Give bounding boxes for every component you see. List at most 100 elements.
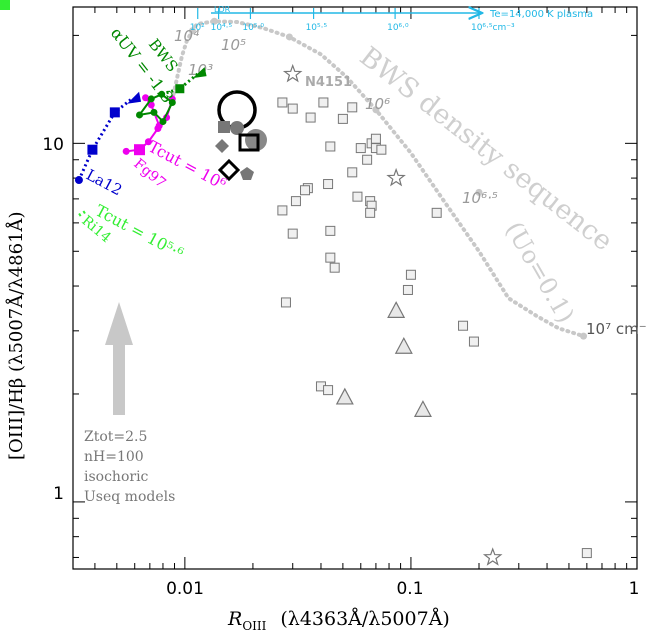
n4151-label: N4151 [305, 75, 352, 90]
density-label-1e6.5: 10⁶·⁵ [462, 189, 498, 207]
grey-square-point [305, 112, 316, 123]
grey-square-point [431, 207, 442, 218]
green-model-endpoint [192, 67, 207, 79]
grey-square-point [458, 320, 469, 331]
grey-square-point [362, 154, 373, 165]
blue-model-point [74, 176, 83, 185]
grey-square-point [287, 103, 298, 114]
x-axis-label: ROIII (λ4363Å/λ5007Å) [227, 608, 450, 633]
black-open-diamond-marker [217, 158, 241, 182]
grey-square-point [325, 225, 336, 236]
grey-square-point [347, 102, 358, 113]
blue-model-point [109, 107, 120, 118]
green-model-point [147, 95, 155, 103]
plasma-label: Te=14,000 K plasma [489, 9, 593, 20]
y-axis-label: [OIII]/Hβ (λ5007Å/λ4861Å) [5, 211, 27, 460]
grey-square-point [277, 97, 288, 108]
bws-density-curve [170, 19, 586, 339]
model-lines [0, 0, 207, 217]
ldr-tick-label: 10⁵·⁰ [242, 23, 264, 33]
grey-square-point [323, 179, 334, 190]
grey-square-point [370, 133, 381, 144]
grey-square-point [337, 113, 348, 124]
grey-square-point [581, 548, 592, 559]
grey-square-point [365, 207, 376, 218]
grey-square-point [300, 185, 311, 196]
green-model-point [150, 108, 158, 116]
light-green-model-square [0, 0, 10, 10]
model-info-arrow [105, 302, 133, 415]
x-tick-label-1: 1 [629, 579, 640, 599]
magenta-model-point [122, 147, 130, 155]
ldr-tick-label: 10⁴·⁵ [211, 23, 233, 33]
black-open-square-marker [238, 133, 260, 152]
grey-square-points [277, 97, 592, 559]
green-model-point [168, 98, 176, 106]
y-axis-ticks [73, 34, 637, 558]
grey-square-point [347, 167, 358, 178]
ldr-tick-label: 10⁶·⁵cm⁻³ [471, 23, 515, 33]
x-tick-label-0.1: 0.1 [396, 579, 423, 599]
light-green-model-point [0, 0, 4, 4]
ldr-tick-label: 10⁵·⁵ [306, 23, 328, 33]
blue-model-line [77, 96, 135, 181]
model-info-line-3: isochoric [84, 469, 149, 485]
nlr-symbol-cluster [215, 90, 267, 182]
grey-filled-square-marker [218, 121, 230, 133]
grey-star-point [386, 167, 406, 187]
grey-square-point [290, 196, 301, 207]
grey-triangle-points [335, 301, 432, 417]
grey-filled-circle-large [245, 129, 267, 151]
bws-density-point [210, 17, 218, 25]
grey-star-point [282, 63, 303, 83]
density-label-1e5: 10⁵ [221, 36, 246, 54]
green-model-point [159, 118, 167, 126]
grey-filled-circle [230, 121, 244, 135]
light-green-model-line [78, 209, 89, 217]
grey-square-point [287, 228, 298, 239]
grey-square-point [405, 269, 416, 280]
up-arrow-icon [105, 302, 133, 415]
grey-square-point [352, 191, 363, 202]
model-info-line-4: Useq models [84, 489, 175, 505]
grey-triangle-point [394, 336, 413, 354]
grey-triangle-point [413, 400, 432, 417]
bws-density-point [285, 33, 293, 41]
magenta-model-square [134, 144, 146, 156]
la12-label: La12 [83, 166, 125, 200]
bws-sequence-title: BWS density sequence [354, 41, 619, 257]
green-dotted-line [161, 71, 200, 96]
density-label-1e4: 10⁴ [174, 27, 199, 45]
grey-diamond-marker [215, 139, 229, 153]
ldr-density-axis: LDR Te=14,000 K plasma 10² 10⁴·⁵ 10⁵·⁰ 10⁵·… [190, 5, 593, 33]
grey-square-point [468, 336, 479, 347]
model-info-line-2: nH=100 [84, 449, 144, 465]
bws-density-points [188, 17, 588, 340]
model-info-line-1: Ztot=2.5 [84, 429, 147, 445]
grey-square-point [355, 143, 366, 154]
ldr-tick-label: 10² [190, 23, 205, 33]
density-label-1e7: 10⁷ cm⁻³ [586, 320, 646, 338]
grey-square-point [325, 141, 336, 152]
magenta-model-point [147, 101, 155, 109]
bws-sequence-subtitle: (Uo=0.1) [500, 217, 580, 328]
bws-density-point [580, 332, 588, 340]
density-label-1e3: 10³ [188, 61, 213, 79]
magenta-model-point [144, 138, 152, 146]
grey-square-point [402, 284, 413, 295]
blue-model-point [87, 144, 98, 155]
grey-square-point [376, 144, 387, 155]
grey-triangle-point [387, 301, 406, 318]
grey-triangle-point [335, 387, 354, 405]
y-tick-label-1: 1 [53, 484, 64, 504]
bws-density-point [372, 106, 380, 114]
green-model-point [158, 90, 166, 98]
grey-square-point [318, 97, 329, 108]
grey-star-point [482, 547, 503, 566]
ldr-label: LDR [214, 5, 231, 14]
ldr-tick-label: 10⁶·⁰ [387, 23, 409, 33]
grey-square-point [277, 205, 288, 216]
bws-density-point [475, 188, 483, 196]
grey-square-point [325, 252, 336, 263]
